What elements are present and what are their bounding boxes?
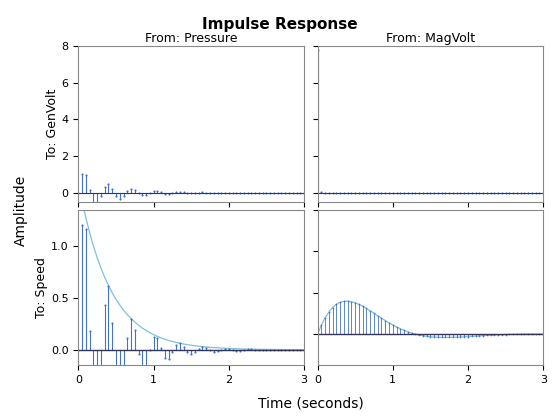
Text: Amplitude: Amplitude	[14, 174, 28, 246]
Title: From: MagVolt: From: MagVolt	[386, 32, 475, 45]
Y-axis label: To: GenVolt: To: GenVolt	[46, 89, 59, 159]
Title: From: Pressure: From: Pressure	[145, 32, 237, 45]
Text: Time (seconds): Time (seconds)	[258, 396, 363, 410]
Text: Impulse Response: Impulse Response	[202, 17, 358, 32]
Y-axis label: To: Speed: To: Speed	[35, 257, 48, 318]
